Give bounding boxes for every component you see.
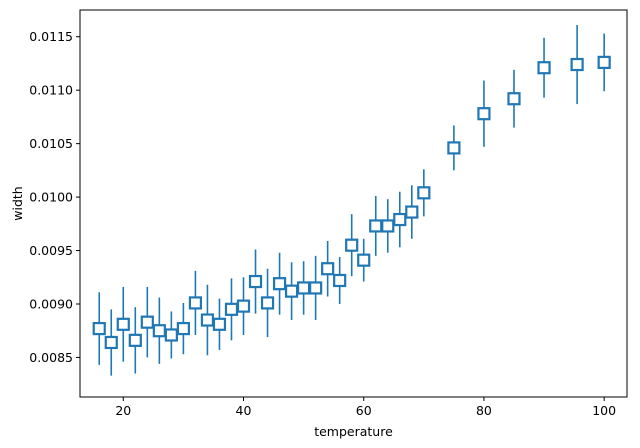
error-bars: [98, 24, 605, 376]
data-point-marker: [248, 274, 263, 289]
data-point-marker: [393, 212, 407, 227]
data-point-marker: [405, 205, 419, 219]
data-point-marker: [477, 107, 491, 121]
data-point-marker: [140, 315, 154, 329]
data-point-marker: [297, 281, 311, 295]
data-point-marker: [447, 141, 461, 155]
x-tick-label: 60: [356, 403, 372, 418]
data-point-marker: [188, 296, 203, 310]
data-point-marker: [309, 281, 323, 295]
x-tick-label: 100: [592, 403, 616, 418]
data-point-marker: [369, 219, 383, 233]
y-tick-label: 0.0085: [29, 350, 73, 365]
data-point-marker: [321, 262, 335, 276]
data-point-marker: [507, 92, 521, 106]
y-tick-label: 0.0095: [29, 243, 73, 258]
y-tick-label: 0.0100: [29, 190, 73, 205]
x-axis-ticks: 20 40 60 80 100: [115, 397, 616, 418]
y-tick-label: 0.0110: [29, 83, 73, 98]
data-markers: [92, 55, 611, 350]
data-point-marker: [128, 333, 142, 347]
data-point-marker: [381, 219, 395, 233]
data-point-marker: [260, 296, 275, 310]
x-tick-label: 80: [476, 403, 492, 418]
y-tick-label: 0.0115: [29, 29, 73, 44]
data-point-marker: [116, 317, 130, 331]
data-point-marker: [345, 238, 359, 252]
y-axis-ticks: 0.0085 0.0090 0.0095 0.0100 0.0105 0.0110 0.01…: [29, 29, 80, 365]
data-point-marker: [212, 317, 227, 331]
axes-frame: [79, 9, 628, 398]
y-tick-label: 0.0105: [29, 136, 73, 151]
data-point-marker: [357, 253, 371, 267]
data-point-marker: [104, 335, 118, 350]
data-point-marker: [333, 273, 347, 288]
data-point-marker: [284, 284, 299, 298]
data-point-marker: [417, 186, 431, 200]
data-point-marker: [597, 55, 611, 69]
data-point-marker: [272, 277, 287, 291]
x-tick-label: 40: [236, 403, 252, 418]
data-point-marker: [200, 313, 215, 327]
data-point-marker: [176, 321, 190, 336]
data-point-marker: [570, 57, 584, 72]
y-tick-label: 0.0090: [29, 296, 73, 311]
data-point-marker: [537, 61, 551, 75]
data-point-marker: [236, 299, 251, 313]
x-axis-label: temperature: [314, 424, 393, 439]
data-point-marker: [224, 302, 239, 316]
y-axis-label: width: [10, 186, 25, 220]
x-tick-label: 20: [115, 403, 131, 418]
data-point-marker: [152, 324, 166, 338]
data-point-marker: [92, 321, 106, 336]
data-point-marker: [164, 328, 178, 342]
